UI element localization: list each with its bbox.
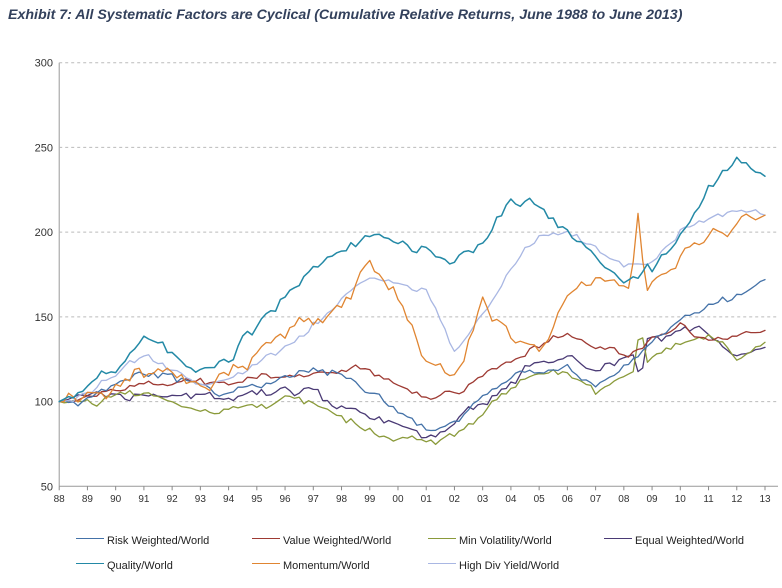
svg-text:97: 97 bbox=[308, 494, 320, 505]
svg-text:91: 91 bbox=[138, 494, 150, 505]
svg-text:10: 10 bbox=[675, 494, 687, 505]
svg-text:12: 12 bbox=[731, 494, 743, 505]
svg-text:08: 08 bbox=[618, 494, 630, 505]
svg-text:01: 01 bbox=[421, 494, 433, 505]
svg-text:250: 250 bbox=[35, 142, 53, 154]
svg-text:00: 00 bbox=[392, 494, 404, 505]
svg-text:06: 06 bbox=[562, 494, 574, 505]
svg-text:13: 13 bbox=[759, 494, 771, 505]
svg-text:93: 93 bbox=[195, 494, 207, 505]
svg-text:90: 90 bbox=[110, 494, 122, 505]
svg-text:88: 88 bbox=[54, 494, 66, 505]
svg-text:11: 11 bbox=[703, 494, 714, 505]
svg-text:04: 04 bbox=[505, 494, 517, 505]
svg-text:98: 98 bbox=[336, 494, 348, 505]
svg-text:92: 92 bbox=[167, 494, 179, 505]
svg-text:03: 03 bbox=[477, 494, 489, 505]
svg-text:09: 09 bbox=[647, 494, 659, 505]
svg-text:89: 89 bbox=[82, 494, 94, 505]
svg-text:300: 300 bbox=[35, 58, 53, 70]
svg-text:02: 02 bbox=[449, 494, 461, 505]
svg-text:150: 150 bbox=[35, 312, 53, 324]
svg-text:50: 50 bbox=[41, 481, 53, 493]
svg-text:99: 99 bbox=[364, 494, 376, 505]
svg-text:96: 96 bbox=[279, 494, 291, 505]
svg-text:05: 05 bbox=[534, 494, 546, 505]
svg-text:100: 100 bbox=[35, 397, 53, 409]
svg-text:07: 07 bbox=[590, 494, 602, 505]
svg-text:94: 94 bbox=[223, 494, 235, 505]
svg-text:95: 95 bbox=[251, 494, 263, 505]
svg-text:200: 200 bbox=[35, 227, 53, 239]
